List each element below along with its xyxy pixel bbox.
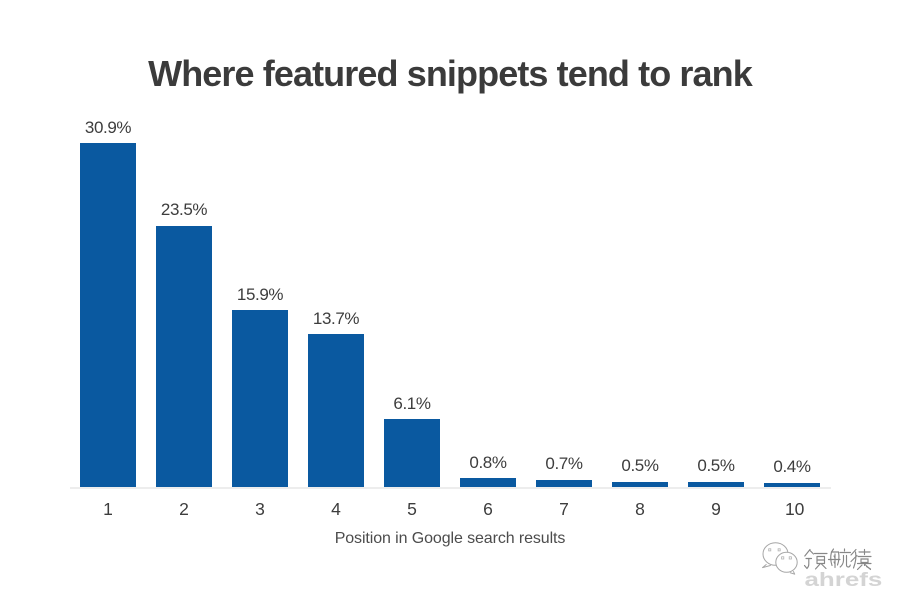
svg-text:ahrefs: ahrefs xyxy=(805,568,883,590)
